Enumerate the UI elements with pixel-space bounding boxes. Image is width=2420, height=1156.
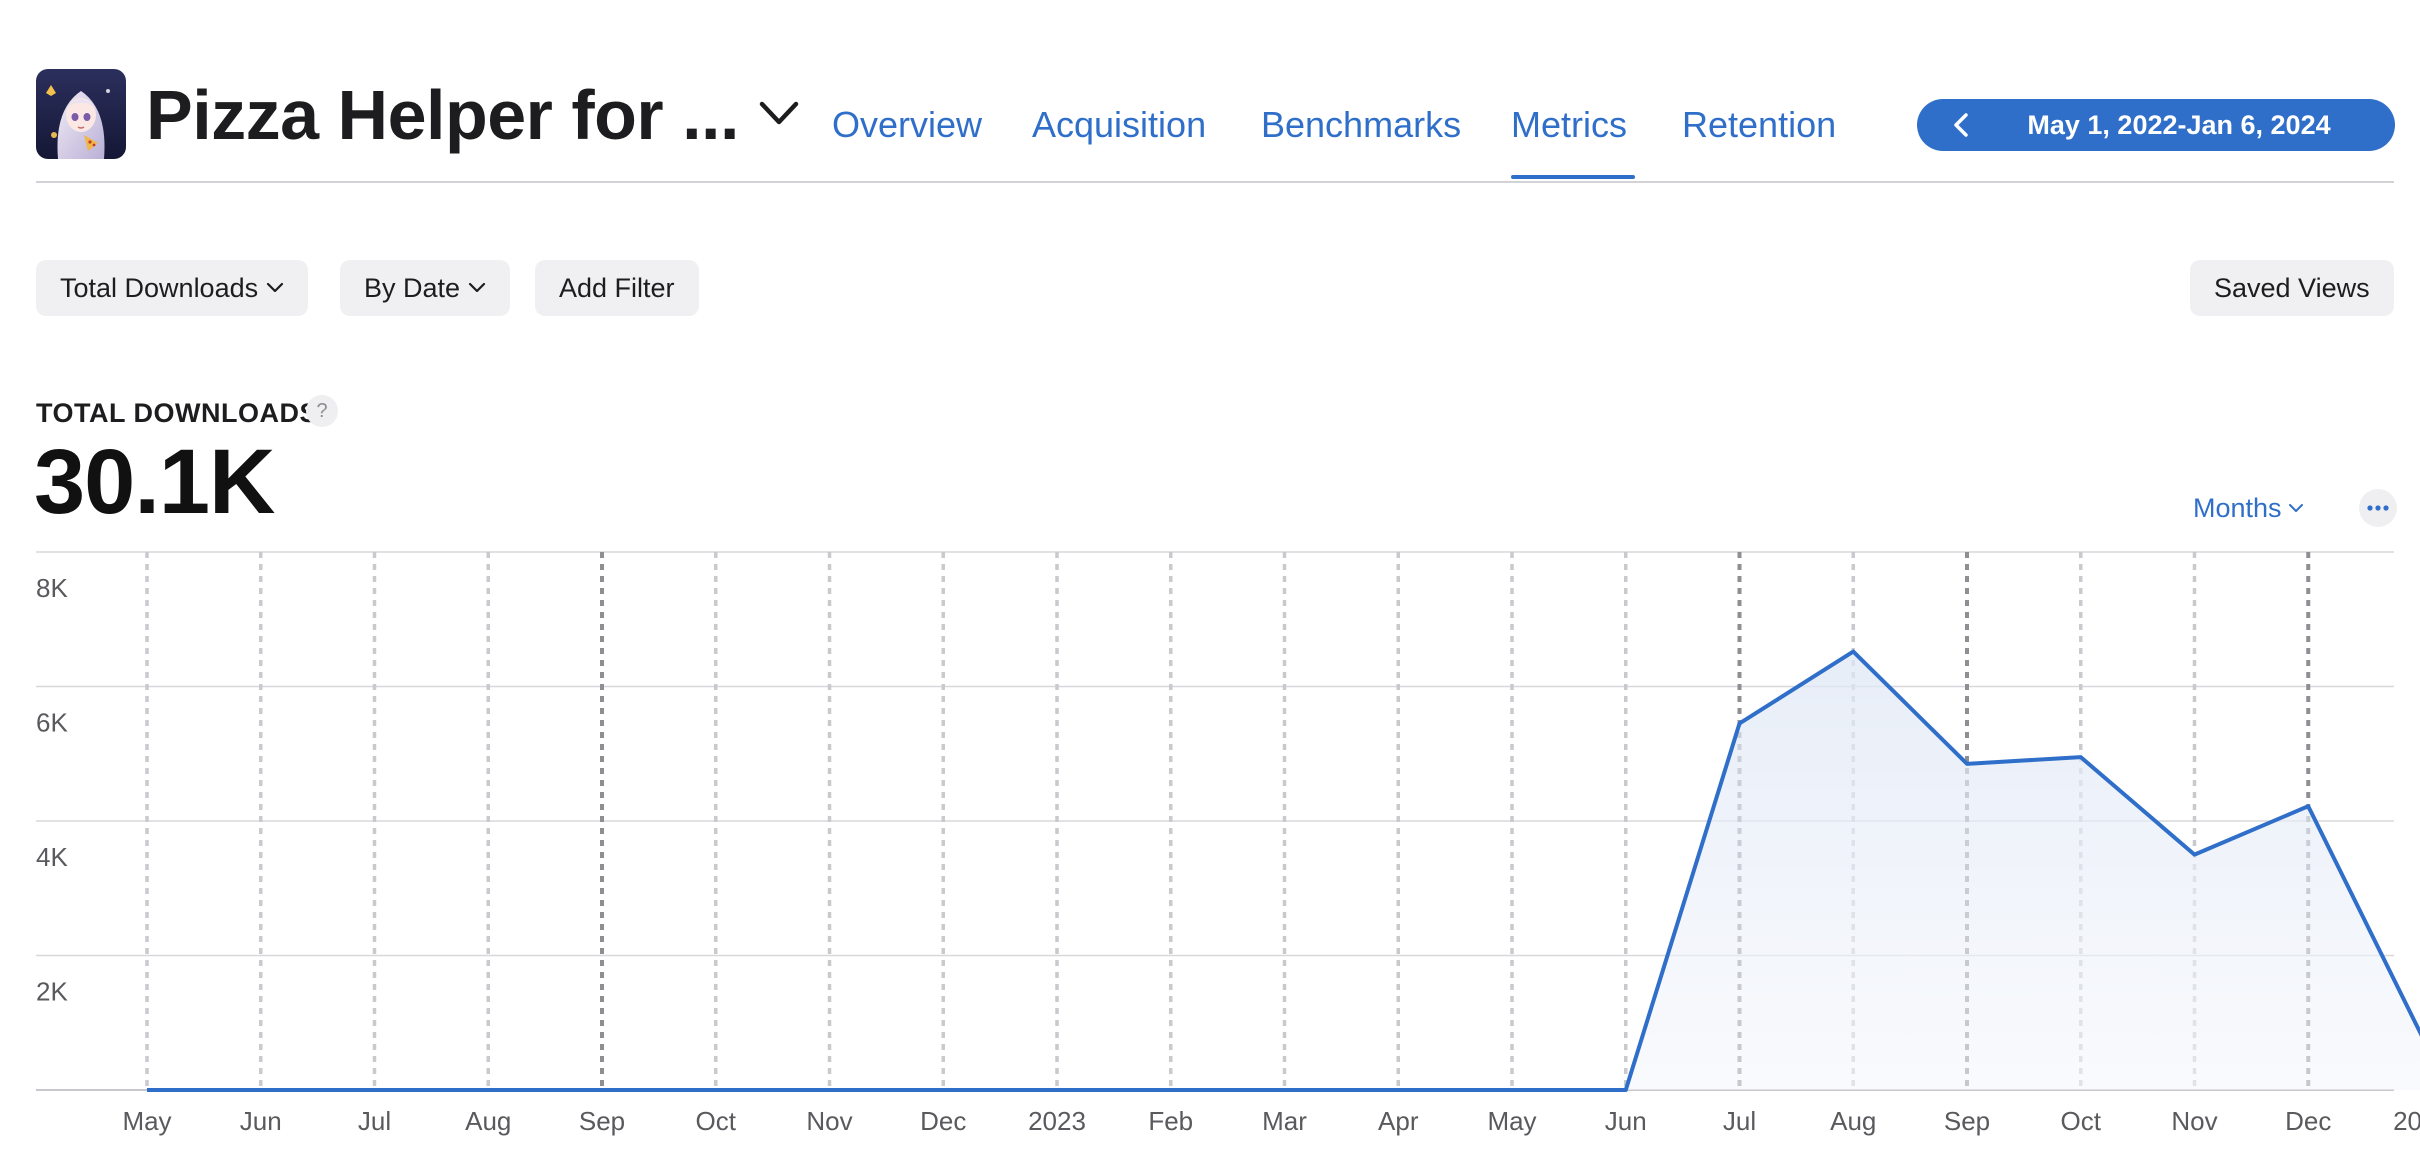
x-tick-label: Aug	[1830, 1106, 1876, 1136]
tab-overview[interactable]: Overview	[832, 104, 983, 145]
series-area	[147, 651, 2420, 1090]
x-tick-label: Jul	[358, 1106, 391, 1136]
x-tick-label: 2023	[1028, 1106, 1086, 1136]
interval-dropdown[interactable]: Months	[2193, 490, 2304, 526]
x-tick-label: 2024	[2393, 1106, 2420, 1136]
x-tick-label: Jun	[240, 1106, 282, 1136]
add-filter-button[interactable]: Add Filter	[535, 260, 699, 316]
y-tick-label: 2K	[36, 977, 68, 1007]
help-icon[interactable]: ?	[306, 395, 338, 427]
x-tick-label: Sep	[1944, 1106, 1990, 1136]
downloads-chart: 2K 4K 6K 8K May Jun Jul Aug Sep Oct Nov Dec 2023 Feb…	[36, 551, 2420, 1136]
x-tick-label: Dec	[920, 1106, 966, 1136]
more-icon	[2367, 505, 2389, 511]
more-options-button[interactable]	[2359, 489, 2397, 527]
x-tick-label: Oct	[2061, 1106, 2102, 1136]
app-title: Pizza Helper for ...	[146, 76, 739, 154]
date-range-picker[interactable]: May 1, 2022-Jan 6, 2024	[1917, 99, 2395, 151]
grouping-dropdown-label: By Date	[364, 273, 461, 303]
y-tick-label: 6K	[36, 708, 68, 738]
metric-label: TOTAL DOWNLOADS	[36, 398, 318, 428]
chevron-down-icon	[267, 282, 284, 293]
active-tab-indicator	[1511, 175, 1635, 179]
metric-value: 30.1K	[34, 431, 275, 533]
tab-retention[interactable]: Retention	[1682, 104, 1837, 145]
x-tick-label: Oct	[696, 1106, 737, 1136]
chevron-down-icon	[468, 282, 486, 293]
date-range-label: May 1, 2022-Jan 6, 2024	[2027, 110, 2331, 140]
x-tick-label: May	[122, 1106, 171, 1136]
saved-views-button[interactable]: Saved Views	[2190, 260, 2394, 316]
grouping-dropdown[interactable]: By Date	[340, 260, 511, 316]
x-tick-label: May	[1487, 1106, 1536, 1136]
y-tick-label: 8K	[36, 573, 68, 603]
y-tick-label: 4K	[36, 842, 68, 872]
x-tick-label: Sep	[579, 1106, 625, 1136]
x-tick-label: Jul	[1723, 1106, 1756, 1136]
measure-dropdown[interactable]: Total Downloads	[36, 260, 309, 316]
chevron-left-icon[interactable]	[1951, 111, 1971, 139]
measure-dropdown-label: Total Downloads	[60, 273, 259, 303]
tab-metrics[interactable]: Metrics	[1511, 104, 1627, 145]
chevron-down-icon	[2288, 504, 2303, 512]
x-tick-label: Mar	[1262, 1106, 1307, 1136]
x-tick-label: Aug	[465, 1106, 511, 1136]
chevron-down-icon[interactable]	[756, 96, 802, 130]
interval-dropdown-label: Months	[2193, 493, 2282, 523]
x-tick-label: Apr	[1378, 1106, 1419, 1136]
header-divider	[36, 181, 2394, 183]
x-tick-label: Feb	[1148, 1106, 1193, 1136]
x-tick-label: Jun	[1605, 1106, 1647, 1136]
tab-acquisition[interactable]: Acquisition	[1032, 104, 1207, 145]
x-tick-label: Nov	[806, 1106, 852, 1136]
x-tick-label: Dec	[2285, 1106, 2331, 1136]
tab-benchmarks[interactable]: Benchmarks	[1261, 104, 1462, 145]
app-icon	[36, 69, 126, 159]
x-tick-label: Nov	[2171, 1106, 2217, 1136]
